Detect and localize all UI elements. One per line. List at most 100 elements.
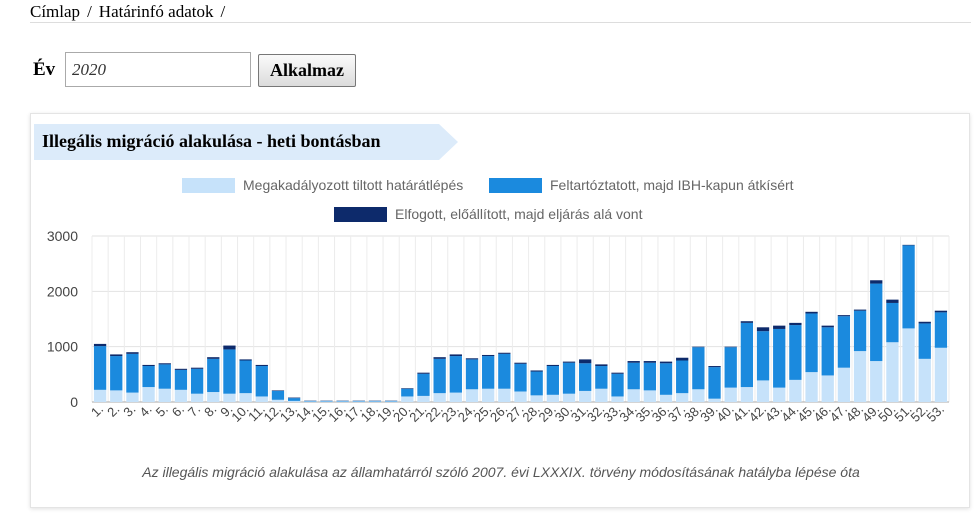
panel-title: Illegális migráció alakulása - heti bont…: [42, 131, 381, 151]
x-tick-label: 5.: [153, 402, 171, 420]
legend-swatch: [334, 207, 387, 222]
bar-segment: [530, 395, 543, 402]
bar-segment: [676, 393, 689, 402]
bar-segment: [449, 392, 462, 402]
bar-segment: [271, 399, 285, 402]
legend-swatch: [489, 178, 542, 193]
legend-label: Elfogott, előállított, majd eljárás alá …: [395, 206, 643, 222]
year-label: Év: [33, 59, 56, 80]
bar-segment: [190, 393, 204, 402]
bar-segment: [773, 325, 786, 329]
bar-segment: [174, 369, 188, 390]
bar-segment: [627, 389, 640, 402]
bar-segment: [255, 364, 268, 367]
chart-caption: Az illegális migráció alakulása az állam…: [141, 464, 860, 480]
breadcrumb-separator: /: [87, 2, 92, 21]
bar-segment: [789, 379, 802, 402]
breadcrumb-separator-trailing: /: [220, 2, 226, 21]
bar-segment: [287, 397, 301, 399]
bar-segment: [546, 366, 559, 395]
bar-segment: [336, 400, 349, 402]
bar-segment: [659, 394, 673, 402]
bar-segment: [207, 357, 220, 359]
bar-segment: [110, 356, 123, 391]
bar-segment: [174, 389, 188, 402]
bar-segment: [433, 393, 446, 402]
bar-segment: [158, 364, 171, 389]
bar-segment: [724, 387, 737, 402]
bar-segment: [401, 388, 414, 389]
bar-segment: [514, 391, 527, 402]
bar-segment: [482, 356, 495, 389]
bar-segment: [692, 346, 705, 348]
y-tick-label: 3000: [47, 228, 78, 244]
bar-segment: [352, 401, 365, 402]
bar-segment: [789, 325, 802, 380]
breadcrumb-home-link[interactable]: Címlap: [30, 2, 81, 21]
year-input[interactable]: [65, 52, 251, 87]
bar-segment: [756, 331, 770, 381]
bar-segment: [805, 372, 818, 402]
bar-segment: [562, 361, 576, 363]
bar-segment: [773, 387, 786, 402]
bar-segment: [853, 309, 867, 311]
bar-segment: [93, 343, 107, 347]
bar-segment: [190, 367, 204, 369]
bar-segment: [805, 311, 818, 314]
bar-segment: [449, 356, 462, 393]
bar-segment: [93, 346, 107, 390]
breadcrumb-current: Határinfó adatok: [98, 2, 214, 21]
bar-segment: [401, 388, 414, 397]
legend-label: Feltartóztatott, majd IBH-kapun átkísért: [550, 177, 794, 193]
x-tick-label: 3.: [120, 402, 138, 420]
bar-segment: [239, 393, 252, 402]
apply-button[interactable]: Alkalmaz: [258, 54, 356, 87]
bar-segment: [93, 389, 107, 402]
bar-segment: [643, 362, 657, 391]
bar-segment: [643, 390, 657, 402]
bar-segment: [837, 315, 851, 317]
bar-segment: [530, 371, 543, 396]
bar-segment: [207, 358, 220, 393]
bar-segment: [239, 360, 252, 394]
bar-segment: [126, 353, 139, 393]
bar-segment: [255, 396, 268, 402]
bar-segment: [918, 358, 931, 402]
bar-segment: [482, 354, 495, 357]
bar-segment: [805, 313, 818, 373]
bar-segment: [659, 363, 673, 395]
chart-panel: Illegális migráció alakulása - heti bont…: [30, 113, 970, 508]
bar-segment: [934, 312, 948, 348]
bar-segment: [465, 359, 479, 390]
bar-segment: [595, 364, 608, 367]
bar-segment: [659, 361, 673, 364]
bar-segment: [110, 390, 123, 402]
bar-segment: [433, 357, 446, 359]
x-tick-label: 6.: [169, 402, 187, 420]
bar-segment: [708, 366, 721, 368]
bar-segment: [886, 299, 899, 303]
bar-segment: [627, 361, 640, 363]
bar-segment: [255, 366, 268, 397]
bar-segment: [579, 390, 592, 402]
bar-segment: [304, 400, 317, 402]
bar-segment: [514, 363, 527, 392]
bar-segment: [239, 359, 252, 361]
bar-segment: [870, 280, 883, 284]
bar-segment: [692, 347, 705, 390]
bar-segment: [886, 342, 899, 402]
bar-segment: [886, 302, 899, 343]
x-tick-label: 7.: [185, 402, 203, 420]
bar-segment: [821, 325, 834, 328]
bar-segment: [417, 395, 430, 402]
bar-segment: [158, 388, 171, 402]
bar-segment: [207, 392, 220, 402]
bar-segment: [902, 245, 915, 329]
bar-segment: [579, 363, 592, 391]
breadcrumb: Címlap / Határinfó adatok /: [30, 2, 232, 22]
bar-segment: [320, 400, 333, 402]
x-tick-label: 2.: [104, 402, 122, 420]
bar-segment: [562, 393, 576, 402]
panel-title-arrow: [34, 124, 458, 160]
bar-segment: [611, 373, 624, 397]
